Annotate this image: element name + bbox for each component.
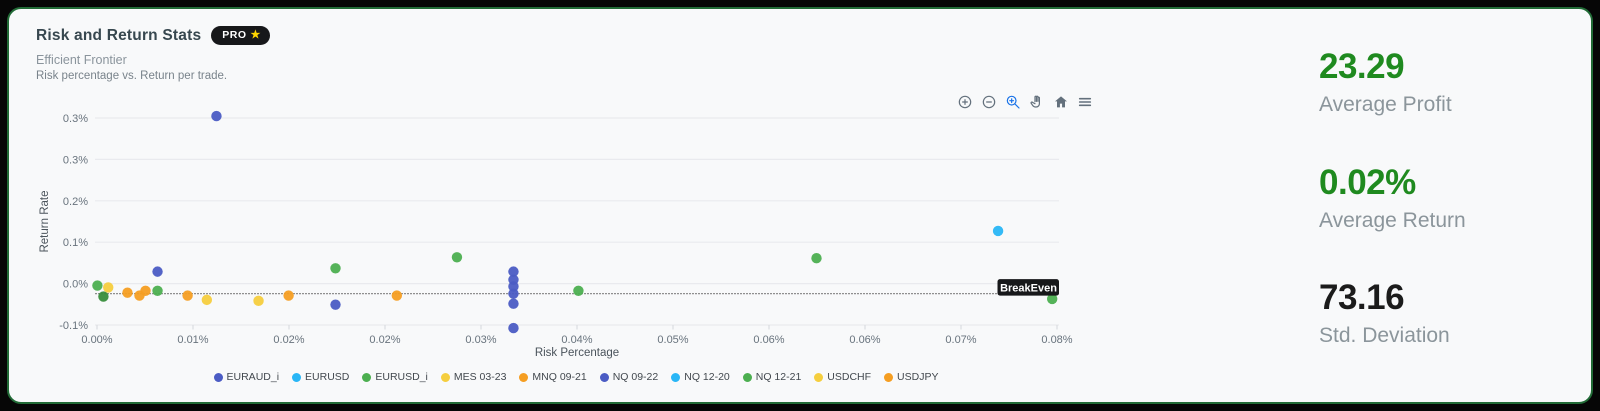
stat-std-deviation: 73.16 Std. Deviation <box>1319 280 1589 348</box>
legend-dot <box>814 372 824 382</box>
chart-modebar <box>955 92 1094 111</box>
home-icon <box>1054 95 1067 107</box>
average-profit-value: 23.29 <box>1319 47 1405 86</box>
pro-badge-label: PRO <box>222 29 247 41</box>
legend-dot <box>599 372 609 382</box>
legend-item[interactable]: EURUSD_i <box>362 371 428 383</box>
stat-average-return: 0.02% Average Return <box>1319 165 1589 233</box>
zoom-out-button[interactable] <box>979 92 998 111</box>
average-return-value: 0.02% <box>1319 163 1416 202</box>
box-zoom-button[interactable] <box>1003 92 1022 111</box>
y-axis-title: Return Rate <box>39 190 51 252</box>
x-tick-label: 0.06% <box>753 334 784 346</box>
magnifier-icon <box>1006 95 1020 109</box>
chart-subtitle: Efficient Frontier <box>36 53 127 67</box>
x-tick-label: 0.05% <box>657 334 688 346</box>
y-tick-label: 0.1% <box>63 237 88 249</box>
x-tick-label: 0.00% <box>81 334 112 346</box>
legend-label: EURUSD_i <box>375 371 428 383</box>
legend-dot <box>292 372 302 382</box>
page-title: Risk and Return Stats <box>36 26 202 44</box>
risk-return-stats-card: 0.3% 0.3% 0.2% 0.1% 0.0% -0.1% 0.00% 0.01% 0.02%… <box>7 7 1593 404</box>
zoom-in-icon <box>958 95 971 108</box>
average-profit-label: Average Profit <box>1319 93 1452 116</box>
legend-dot <box>440 372 450 382</box>
legend-label: MNQ 09-21 <box>532 371 587 383</box>
legend-label: EURAUD_i <box>226 371 280 383</box>
chart-description: Risk percentage vs. Return per trade. <box>36 70 228 82</box>
zoom-out-icon <box>982 95 995 108</box>
chart-legend: EURAUD_i EURUSD EURUSD_i MES 03-23 MNQ 09-21… <box>94 371 1058 383</box>
legend-item[interactable]: NQ 09-22 <box>599 371 659 383</box>
y-tick-label: 0.2% <box>63 196 88 208</box>
legend-item[interactable]: NQ 12-21 <box>742 371 802 383</box>
x-tick-label: 0.04% <box>561 334 592 346</box>
menu-icon <box>1078 97 1091 106</box>
legend-dot <box>671 372 681 382</box>
legend-label: MES 03-23 <box>453 371 507 383</box>
legend-dot <box>362 372 372 382</box>
legend-item[interactable]: NQ 12-20 <box>671 371 730 383</box>
x-tick-label: 0.07% <box>945 334 976 346</box>
legend-item[interactable]: EURUSD <box>292 371 349 383</box>
legend-label: USDJPY <box>897 371 939 383</box>
legend-label: NQ 12-20 <box>684 371 730 383</box>
x-axis-title: Risk Percentage <box>535 347 619 359</box>
legend-item[interactable]: MNQ 09-21 <box>519 371 587 383</box>
plot-area[interactable] <box>95 112 1059 328</box>
y-tick-label: -0.1% <box>59 320 88 332</box>
home-button[interactable] <box>1051 92 1070 111</box>
y-tick-label: 0.3% <box>63 113 88 125</box>
legend-label: EURUSD <box>305 371 350 383</box>
stat-average-profit: 23.29 Average Profit <box>1319 49 1589 117</box>
legend-dot <box>213 372 223 382</box>
x-tick-label: 0.08% <box>1041 334 1072 346</box>
x-tick-label: 0.02% <box>369 334 400 346</box>
legend-label: NQ 09-22 <box>612 371 659 383</box>
pro-badge: PRO ★ <box>211 26 270 45</box>
legend-item[interactable]: EURAUD_i <box>213 371 280 383</box>
legend-dot <box>884 372 894 382</box>
card-header: Risk and Return Stats PRO ★ <box>36 26 270 45</box>
x-tick-label: 0.06% <box>849 334 880 346</box>
x-tick-label: 0.03% <box>465 334 496 346</box>
hand-icon <box>1029 95 1040 108</box>
menu-button[interactable] <box>1075 92 1094 111</box>
legend-item[interactable]: USDJPY <box>884 371 938 383</box>
average-return-label: Average Return <box>1319 209 1466 232</box>
y-tick-label: 0.3% <box>63 154 88 166</box>
x-tick-label: 0.02% <box>273 334 304 346</box>
x-tick-label: 0.01% <box>177 334 208 346</box>
pan-button[interactable] <box>1027 92 1046 111</box>
std-deviation-label: Std. Deviation <box>1319 324 1450 347</box>
legend-dot <box>519 372 529 382</box>
legend-label: USDCHF <box>827 371 872 383</box>
y-tick-label: 0.0% <box>63 279 88 291</box>
legend-label: NQ 12-21 <box>755 371 802 383</box>
std-deviation-value: 73.16 <box>1319 278 1405 317</box>
legend-item[interactable]: MES 03-23 <box>440 371 507 383</box>
legend-dot <box>742 372 752 382</box>
legend-item[interactable]: USDCHF <box>814 371 871 383</box>
star-icon: ★ <box>250 28 261 41</box>
zoom-in-button[interactable] <box>955 92 974 111</box>
